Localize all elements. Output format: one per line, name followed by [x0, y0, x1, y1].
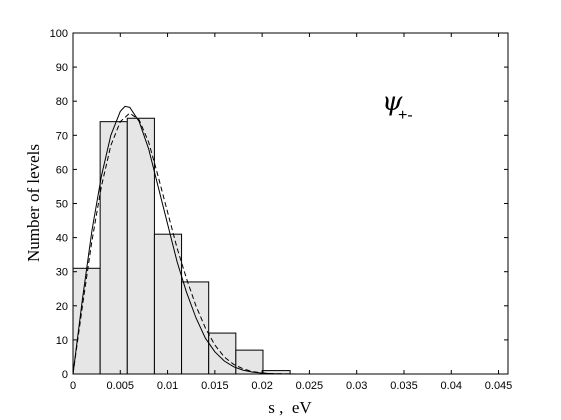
x-tick-label: 0: [70, 380, 76, 392]
x-tick-label: 0.01: [157, 380, 178, 392]
ticks-layer: [72, 32, 508, 375]
x-tick-label: 0.005: [107, 380, 135, 392]
y-tick-label: 50: [56, 199, 68, 211]
y-tick-label: 10: [56, 335, 68, 347]
x-tick-label: 0.03: [346, 380, 367, 392]
x-tick-label: 0.04: [441, 380, 462, 392]
x-tick-label: 0.045: [485, 380, 513, 392]
histogram-bar: [181, 281, 210, 375]
y-tick-label: 70: [56, 130, 68, 142]
solid-fit-curve: [72, 105, 508, 375]
histogram-bar: [153, 233, 183, 375]
histogram-bar: [208, 332, 237, 375]
y-tick-label: 60: [56, 164, 68, 176]
histogram-bar: [99, 121, 128, 375]
x-tick-label: 0.035: [390, 380, 418, 392]
y-tick-label: 0: [62, 369, 68, 381]
y-tick-label: 30: [56, 267, 68, 279]
y-tick-label: 100: [50, 28, 68, 40]
y-tick-label: 80: [56, 96, 68, 108]
x-tick-label: 0.02: [251, 380, 272, 392]
annotation-psi: ψ: [382, 87, 403, 117]
y-tick-label: 40: [56, 233, 68, 245]
x-tick-label: 0.015: [201, 380, 229, 392]
histogram-bar: [126, 117, 155, 375]
tick-labels-layer: 0 0.005 0.01 0.015 0.02 0.025 0.03 0.035 0.04 0.0…: [50, 28, 513, 392]
annotation-subscript: +-: [398, 107, 413, 124]
histogram-bar: [72, 267, 101, 375]
x-tick-label: 0.025: [296, 380, 324, 392]
y-tick-label: 90: [56, 62, 68, 74]
x-axis-label: s , eV: [268, 398, 312, 417]
y-axis-label: Number of levels: [24, 144, 43, 262]
bars-layer: [72, 117, 291, 375]
y-tick-label: 20: [56, 301, 68, 313]
